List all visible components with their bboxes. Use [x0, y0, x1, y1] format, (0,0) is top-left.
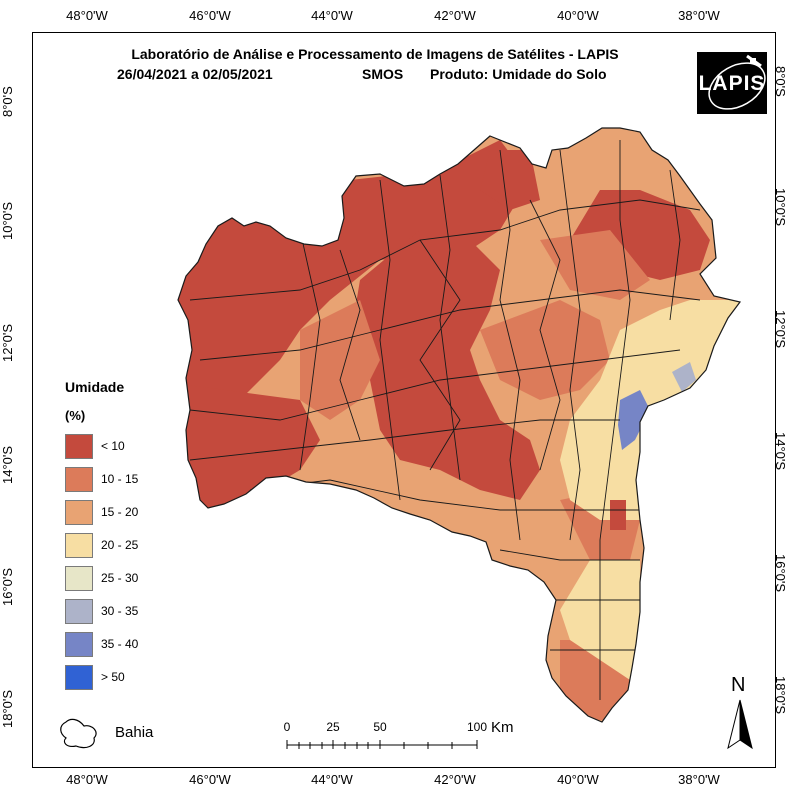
lon-tick-top: 48°0'W — [66, 8, 108, 23]
legend-swatch — [65, 434, 93, 459]
map-product: Produto: Umidade do Solo — [430, 66, 607, 82]
legend-swatch — [65, 599, 93, 624]
legend-unit: (%) — [65, 408, 86, 423]
lon-tick-bottom: 48°0'W — [66, 772, 108, 787]
lon-tick-top: 42°0'W — [434, 8, 476, 23]
moisture-zone-10-15 — [300, 300, 380, 420]
bahia-inset-icon — [60, 718, 97, 749]
moisture-zone-30-35 — [672, 362, 696, 392]
lapis-logo: LAPIS — [697, 52, 767, 114]
moisture-zone-10-15 — [480, 300, 610, 400]
lon-tick-bottom: 44°0'W — [311, 772, 353, 787]
lon-tick-bottom: 46°0'W — [189, 772, 231, 787]
logo-text: LAPIS — [698, 72, 766, 95]
scale-bar — [286, 740, 478, 749]
lon-tick-top: 44°0'W — [311, 8, 353, 23]
legend-label: 35 - 40 — [101, 637, 139, 651]
lon-tick-top: 38°0'W — [678, 8, 720, 23]
scale-label: 25 — [326, 720, 340, 734]
moisture-zone-10-15 — [540, 230, 650, 300]
lon-tick-bottom: 42°0'W — [434, 772, 476, 787]
map-title: Laboratório de Análise e Processamento d… — [131, 46, 619, 62]
legend-label: 20 - 25 — [101, 538, 139, 552]
legend-swatch — [65, 467, 93, 492]
legend-swatch — [65, 566, 93, 591]
moisture-zone-lt-10 — [480, 150, 540, 210]
legend-label: 10 - 15 — [101, 472, 139, 486]
legend-label: 30 - 35 — [101, 604, 139, 618]
moisture-zone-35-40 — [618, 390, 650, 450]
legend-label: 15 - 20 — [101, 505, 139, 519]
lon-tick-bottom: 38°0'W — [678, 772, 720, 787]
legend-swatch — [65, 665, 93, 690]
scale-label: 50 — [373, 720, 387, 734]
legend-swatch — [65, 632, 93, 657]
municipal-boundaries — [189, 140, 701, 700]
lon-tick-top: 40°0'W — [557, 8, 599, 23]
legend-label: 25 - 30 — [101, 571, 139, 585]
scale-label: 0 — [283, 720, 291, 734]
legend-swatch — [65, 533, 93, 558]
lon-tick-bottom: 40°0'W — [557, 772, 599, 787]
inset-label: Bahia — [115, 724, 154, 741]
scale-label: 100 — [466, 720, 488, 734]
north-label: N — [731, 674, 746, 696]
scale-unit: Km — [491, 719, 514, 736]
legend-label: < 10 — [101, 439, 125, 453]
moisture-zone-lt-10 — [610, 500, 626, 530]
north-arrow-icon — [727, 699, 753, 750]
map-period: 26/04/2021 a 02/05/2021 — [117, 66, 273, 82]
satellite-icon — [708, 54, 766, 110]
moisture-zone-lt-10 — [350, 230, 540, 500]
lon-tick-top: 46°0'W — [189, 8, 231, 23]
legend-swatch — [65, 500, 93, 525]
map-sensor: SMOS — [362, 66, 404, 82]
legend-label: > 50 — [101, 670, 125, 684]
legend-title: Umidade — [65, 379, 125, 395]
